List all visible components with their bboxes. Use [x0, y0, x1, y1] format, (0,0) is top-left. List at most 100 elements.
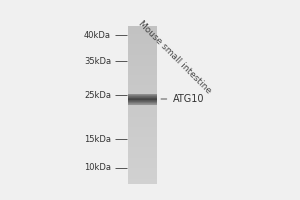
Text: Mouse small intestine: Mouse small intestine: [136, 19, 213, 95]
Bar: [128, 51, 157, 53]
Bar: [128, 130, 157, 132]
Bar: [128, 104, 157, 105]
Bar: [128, 116, 157, 117]
Bar: [128, 112, 157, 113]
Bar: [128, 103, 157, 104]
Bar: [128, 122, 157, 124]
Bar: [128, 92, 157, 94]
Bar: [128, 94, 157, 95]
Bar: [128, 52, 157, 54]
Bar: [128, 73, 157, 75]
Bar: [128, 84, 157, 86]
Bar: [128, 29, 157, 30]
Bar: [128, 77, 157, 79]
Bar: [128, 113, 157, 115]
Bar: [128, 119, 157, 121]
Bar: [128, 101, 157, 103]
Bar: [128, 100, 157, 101]
Bar: [128, 42, 157, 44]
Bar: [128, 172, 157, 174]
Bar: [128, 164, 157, 166]
Bar: [128, 126, 157, 128]
Bar: [128, 144, 157, 146]
Bar: [128, 129, 157, 130]
Bar: [128, 123, 157, 125]
Bar: [128, 30, 157, 32]
Bar: [128, 72, 157, 74]
Bar: [128, 89, 157, 91]
Bar: [128, 95, 157, 96]
Bar: [128, 99, 157, 100]
Bar: [128, 71, 157, 72]
Bar: [128, 105, 157, 107]
Bar: [128, 98, 157, 100]
Text: 25kDa: 25kDa: [84, 90, 111, 99]
Bar: [128, 102, 157, 104]
Bar: [128, 100, 157, 101]
Bar: [128, 100, 157, 101]
Bar: [128, 64, 157, 66]
Text: 10kDa: 10kDa: [84, 164, 111, 172]
Bar: [128, 63, 157, 65]
Bar: [128, 139, 157, 141]
Bar: [128, 96, 157, 97]
Bar: [128, 171, 157, 173]
Bar: [128, 147, 157, 149]
Bar: [128, 102, 157, 103]
Bar: [128, 152, 157, 154]
Bar: [128, 91, 157, 92]
Bar: [128, 47, 157, 49]
Bar: [128, 95, 157, 96]
Bar: [128, 176, 157, 178]
Bar: [128, 59, 157, 61]
Bar: [128, 58, 157, 59]
Bar: [128, 141, 157, 142]
Bar: [128, 87, 157, 88]
Bar: [128, 96, 157, 98]
Bar: [128, 155, 157, 157]
Bar: [128, 43, 157, 45]
Bar: [128, 109, 157, 111]
Bar: [128, 110, 157, 112]
Bar: [128, 104, 157, 105]
Bar: [128, 80, 157, 82]
Bar: [128, 166, 157, 167]
Bar: [128, 97, 157, 98]
Bar: [128, 68, 157, 70]
Bar: [128, 67, 157, 69]
Bar: [128, 75, 157, 76]
Bar: [128, 54, 157, 55]
Bar: [128, 181, 157, 183]
Bar: [128, 133, 157, 134]
Bar: [128, 76, 157, 78]
Bar: [128, 103, 157, 104]
Bar: [128, 156, 157, 158]
Bar: [128, 148, 157, 150]
Bar: [128, 69, 157, 71]
Bar: [128, 66, 157, 67]
Bar: [128, 97, 157, 99]
Bar: [128, 158, 157, 159]
Bar: [128, 26, 157, 28]
Bar: [128, 168, 157, 170]
Bar: [128, 40, 157, 42]
Bar: [128, 94, 157, 96]
Bar: [128, 35, 157, 37]
Bar: [128, 159, 157, 161]
Bar: [128, 150, 157, 151]
Bar: [128, 160, 157, 162]
Bar: [128, 121, 157, 123]
Bar: [128, 175, 157, 177]
Bar: [128, 98, 157, 99]
Bar: [128, 137, 157, 138]
Bar: [128, 135, 157, 137]
Bar: [128, 99, 157, 100]
Bar: [128, 101, 157, 102]
Bar: [128, 183, 157, 184]
Bar: [128, 31, 157, 33]
Bar: [128, 170, 157, 171]
Bar: [128, 163, 157, 165]
Bar: [128, 138, 157, 140]
Bar: [128, 134, 157, 136]
Bar: [128, 44, 157, 46]
